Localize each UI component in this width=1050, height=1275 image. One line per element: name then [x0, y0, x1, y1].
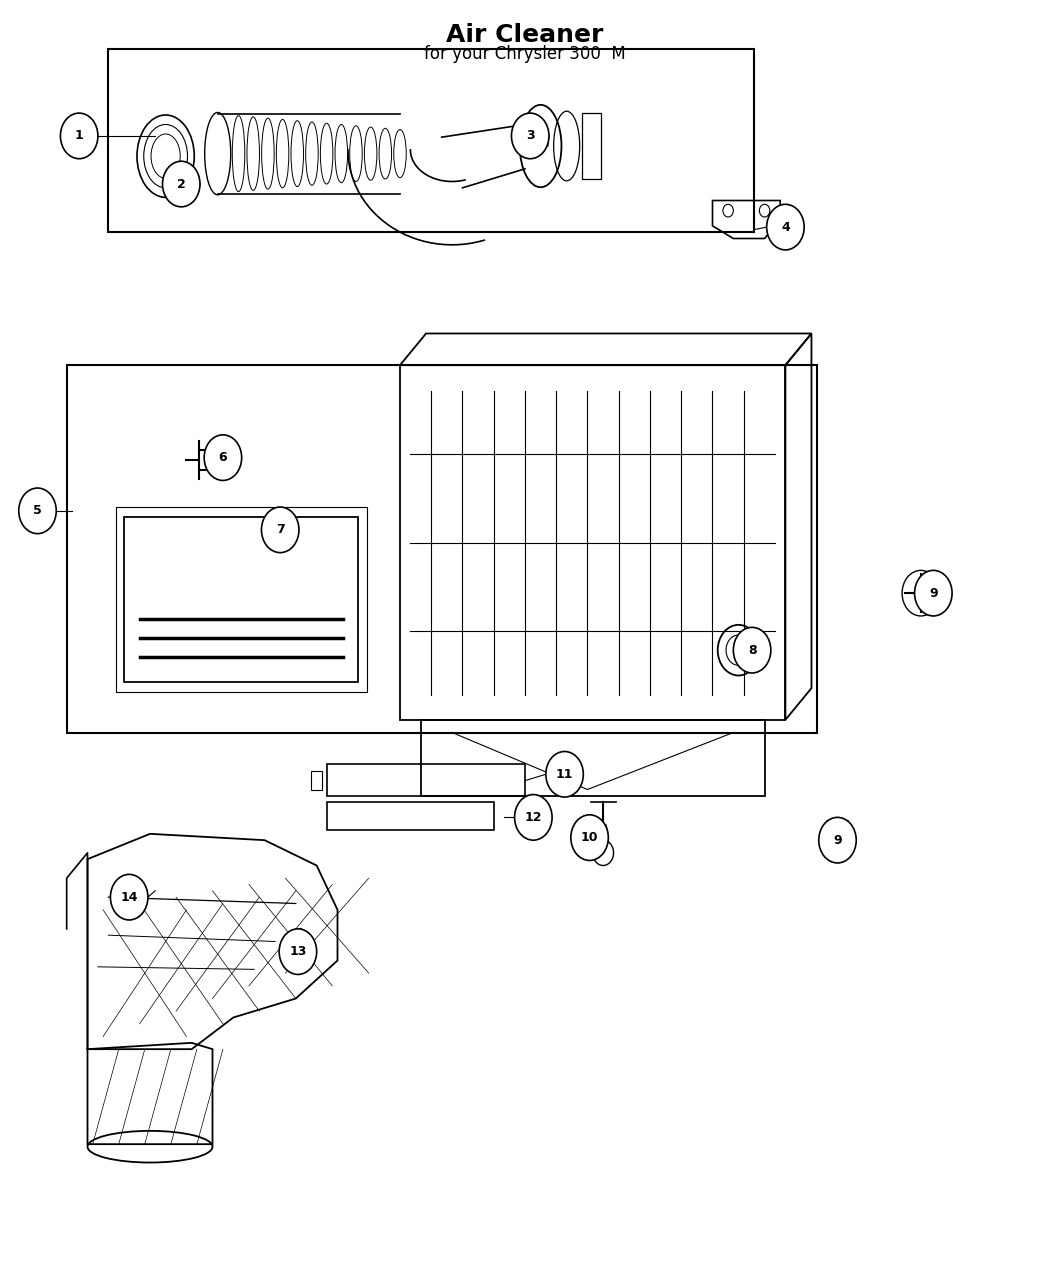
Bar: [116, 507, 366, 692]
Bar: [108, 48, 754, 232]
Circle shape: [204, 435, 242, 481]
Bar: [312, 770, 322, 789]
Circle shape: [514, 794, 552, 840]
Circle shape: [279, 928, 317, 974]
Bar: [66, 365, 817, 733]
Circle shape: [110, 875, 148, 921]
Text: 11: 11: [555, 768, 573, 780]
Circle shape: [571, 815, 608, 861]
Text: for your Chrysler 300  M: for your Chrysler 300 M: [424, 45, 626, 62]
Circle shape: [733, 627, 771, 673]
Circle shape: [261, 507, 299, 552]
Text: 6: 6: [218, 451, 227, 464]
Text: 14: 14: [121, 891, 138, 904]
Bar: [400, 365, 785, 720]
Text: 2: 2: [176, 177, 186, 190]
Text: 10: 10: [581, 831, 598, 844]
Circle shape: [546, 751, 584, 797]
Circle shape: [163, 161, 200, 207]
Circle shape: [766, 204, 804, 250]
Text: Air Cleaner: Air Cleaner: [446, 23, 604, 47]
Text: 9: 9: [834, 834, 842, 847]
Text: 12: 12: [525, 811, 542, 824]
Text: 5: 5: [34, 505, 42, 518]
Circle shape: [511, 113, 549, 158]
Circle shape: [19, 488, 57, 534]
Circle shape: [819, 817, 856, 863]
Text: 1: 1: [75, 129, 84, 143]
Text: 3: 3: [526, 129, 534, 143]
Circle shape: [915, 570, 952, 616]
Bar: [583, 113, 601, 178]
Text: 7: 7: [276, 523, 285, 537]
Text: 9: 9: [929, 586, 938, 599]
Text: 13: 13: [289, 945, 307, 958]
Circle shape: [61, 113, 98, 158]
Bar: [124, 518, 358, 682]
Text: 4: 4: [781, 221, 790, 233]
Bar: [328, 764, 525, 796]
Bar: [328, 802, 494, 830]
Text: 8: 8: [748, 644, 756, 657]
